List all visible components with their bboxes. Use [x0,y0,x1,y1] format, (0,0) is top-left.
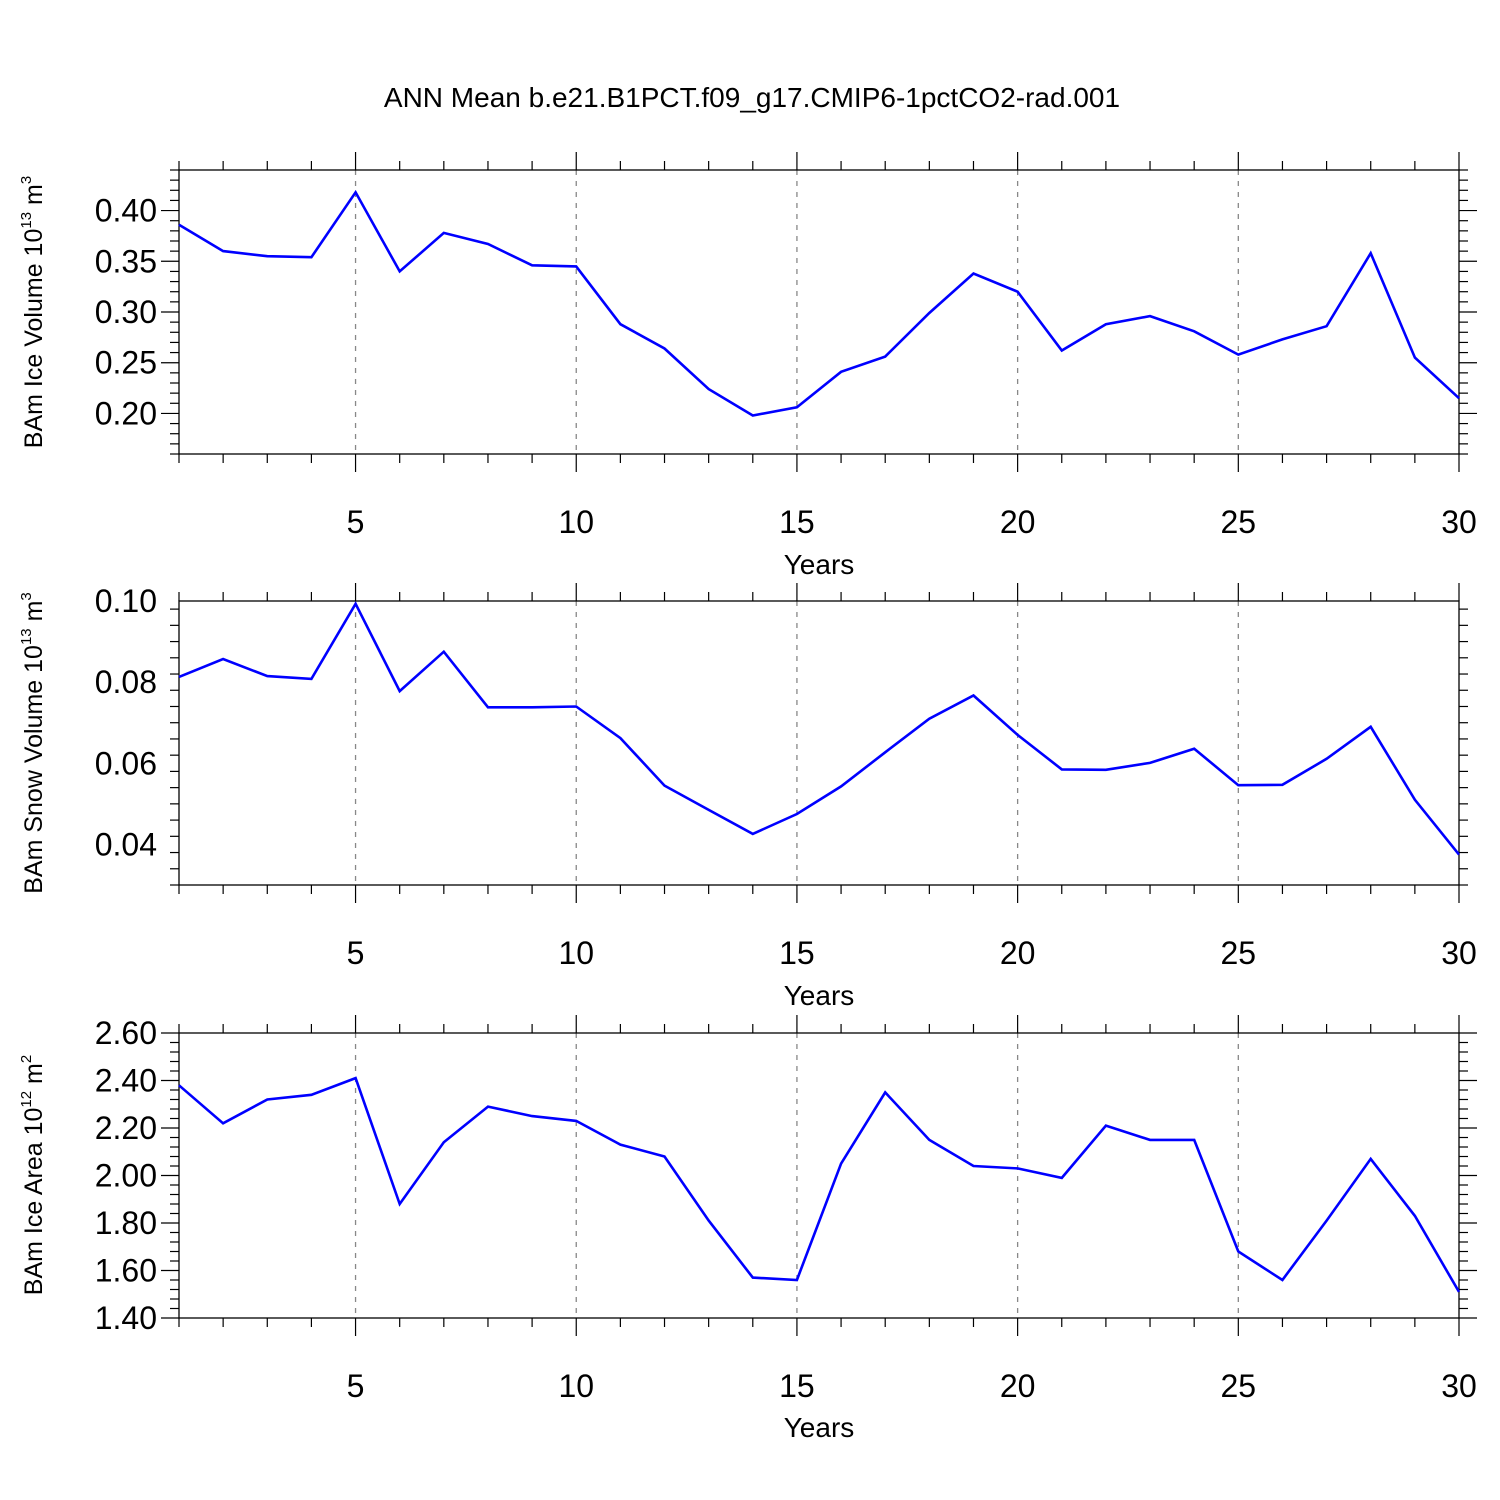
panel-2-xlabel: Years [784,1412,855,1443]
panel-1-xtick-label: 5 [347,935,365,971]
panel-0-frame [178,169,1460,455]
panel-0-ytick-label: 0.20 [95,395,157,431]
panel-0-xtick-label: 5 [347,504,365,540]
panel-0-ytick-label: 0.35 [95,243,157,279]
panel-2-ytick-label: 2.20 [95,1110,157,1146]
panel-2-xtick-label: 10 [558,1368,594,1404]
panel-0-ytick-label: 0.25 [95,345,157,381]
panel-2-ytick-label: 2.60 [95,1015,157,1051]
panel-2-ytick-label: 2.40 [95,1063,157,1099]
ice-area-panel: Years BAm Ice Area 1012 m2 1.40 1.60 1.80 2… [18,1015,1477,1443]
panel-0-xtick-label: 25 [1221,504,1257,540]
panel-1-xlabel: Years [784,980,855,1011]
panel-0-xtick-label: 10 [558,504,594,540]
panel-1-frame [178,600,1460,886]
panel-0-ylabel: BAm Ice Volume 1013 m3 [18,176,48,448]
panel-1-ytick-label: 0.10 [95,583,157,619]
panel-0-xtick-label: 30 [1441,504,1477,540]
panel-0-xtick-label: 20 [1000,504,1036,540]
chart-title: ANN Mean b.e21.B1PCT.f09_g17.CMIP6-1pctC… [384,82,1120,113]
panel-1-ytick-label: 0.04 [95,826,157,862]
panel-0-ytick-label: 0.40 [95,193,157,229]
panel-2-ytick-label: 1.40 [95,1300,157,1336]
panel-1-xtick-label: 15 [779,935,815,971]
panel-0-xtick-label: 15 [779,504,815,540]
panel-1-xtick-label: 30 [1441,935,1477,971]
ice-volume-panel: Years BAm Ice Volume 1013 m3 0.20 0.25 0.3… [18,152,1477,580]
panel-2-xtick-label: 20 [1000,1368,1036,1404]
snow-volume-panel: Years BAm Snow Volume 1013 m3 0.04 0.06 0.… [18,583,1477,1011]
panel-2-series-line-0 [178,1076,1461,1293]
panel-2-ytick-label: 2.00 [95,1158,157,1194]
panel-0-series-line-0 [178,189,1460,417]
panel-2-xtick-label: 25 [1221,1368,1257,1404]
panel-2-ylabel: BAm Ice Area 1012 m2 [18,1055,48,1295]
panel-1-xtick-label: 10 [558,935,594,971]
panel-2-xtick-label: 5 [347,1368,365,1404]
panel-1-xtick-label: 20 [1000,935,1036,971]
panel-0-ytick-label: 0.30 [95,294,157,330]
panel-1-ylabel: BAm Snow Volume 1013 m3 [18,592,48,894]
panel-1-ytick-label: 0.08 [95,664,157,700]
panel-2-ytick-label: 1.60 [95,1253,157,1289]
panel-1-xtick-label: 25 [1221,935,1257,971]
panel-2-xtick-label: 15 [779,1368,815,1404]
panel-0-xlabel: Years [784,549,855,580]
panel-2-frame [178,1032,1460,1319]
panel-1-ytick-label: 0.06 [95,745,157,781]
panel-2-xtick-label: 30 [1441,1368,1477,1404]
panel-1-series-line-0 [178,601,1461,856]
panel-2-ytick-label: 1.80 [95,1205,157,1241]
